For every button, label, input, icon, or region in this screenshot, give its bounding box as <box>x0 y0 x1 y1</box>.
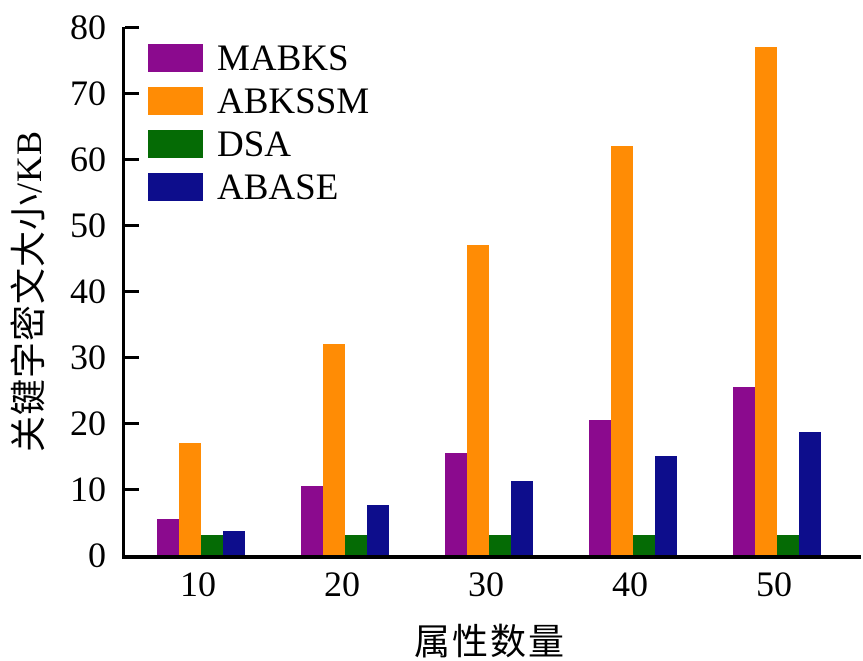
legend-label-ABASE: ABASE <box>217 166 339 208</box>
legend: MABKS ABKSSM DSA ABASE <box>148 40 369 216</box>
bar-ABKSSM-40 <box>611 146 633 555</box>
bar-MABKS-30 <box>445 453 467 555</box>
bar-DSA-50 <box>777 535 799 555</box>
y-tick-label-20: 20 <box>70 403 106 443</box>
y-tick-label-40: 40 <box>70 271 106 311</box>
y-tick-30 <box>125 355 139 359</box>
y-tick-80 <box>125 25 139 29</box>
y-tick-40 <box>125 289 139 293</box>
bar-ABASE-50 <box>799 432 821 555</box>
bar-ABKSSM-20 <box>323 344 345 555</box>
legend-swatch-DSA <box>148 130 203 158</box>
x-axis-title: 属性数量 <box>413 622 566 661</box>
x-tick-label-20: 20 <box>324 564 360 604</box>
bar-ABASE-30 <box>511 481 533 555</box>
y-tick-20 <box>125 421 139 425</box>
legend-label-ABKSSM: ABKSSM <box>217 80 370 122</box>
legend-item-ABKSSM: ABKSSM <box>148 83 369 120</box>
x-tick-label-30: 30 <box>468 564 504 604</box>
x-tick-label-10: 10 <box>180 564 216 604</box>
y-tick-label-10: 10 <box>70 469 106 509</box>
legend-swatch-ABASE <box>148 173 203 201</box>
bar-ABASE-20 <box>367 505 389 555</box>
bar-DSA-10 <box>201 535 223 555</box>
bar-ABKSSM-10 <box>179 443 201 555</box>
x-tick-label-40: 40 <box>612 564 648 604</box>
bar-ABASE-10 <box>223 531 245 555</box>
bar-DSA-30 <box>489 535 511 555</box>
bar-DSA-20 <box>345 535 367 555</box>
bar-MABKS-20 <box>301 486 323 555</box>
bar-MABKS-40 <box>589 420 611 555</box>
x-tick-label-50: 50 <box>756 564 792 604</box>
y-tick-60 <box>125 157 139 161</box>
legend-item-MABKS: MABKS <box>148 40 369 77</box>
bar-ABKSSM-50 <box>755 47 777 555</box>
legend-item-DSA: DSA <box>148 126 369 163</box>
legend-swatch-MABKS <box>148 44 203 72</box>
legend-label-MABKS: MABKS <box>217 37 349 79</box>
legend-label-DSA: DSA <box>217 123 292 165</box>
bar-ABASE-40 <box>655 456 677 555</box>
y-tick-label-80: 80 <box>70 7 106 47</box>
bar-MABKS-50 <box>733 387 755 555</box>
bar-DSA-40 <box>633 535 655 555</box>
y-tick-label-70: 70 <box>70 73 106 113</box>
bar-ABKSSM-30 <box>467 245 489 555</box>
y-tick-70 <box>125 91 139 95</box>
y-tick-label-30: 30 <box>70 337 106 377</box>
y-tick-label-0: 0 <box>88 535 106 575</box>
y-tick-label-60: 60 <box>70 139 106 179</box>
y-tick-50 <box>125 223 139 227</box>
y-tick-label-50: 50 <box>70 205 106 245</box>
y-tick-10 <box>125 487 139 491</box>
legend-item-ABASE: ABASE <box>148 169 369 206</box>
legend-swatch-ABKSSM <box>148 87 203 115</box>
plot-area <box>122 25 861 559</box>
bar-MABKS-10 <box>157 519 179 555</box>
